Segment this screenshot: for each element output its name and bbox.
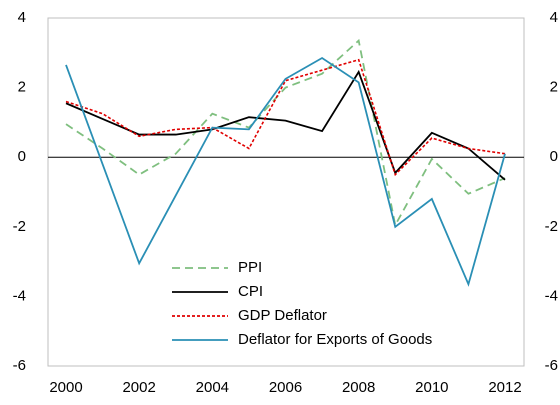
y2-tick-label: -2 <box>545 218 558 235</box>
series-line <box>65 56 506 287</box>
legend-label: GDP Deflator <box>238 307 327 324</box>
legend-label: CPI <box>238 283 263 300</box>
x-tick-label: 2000 <box>49 379 82 396</box>
y2-tick-label: 4 <box>550 9 558 26</box>
y2-tick-label: 2 <box>550 79 558 96</box>
y-tick-label: 0 <box>18 148 26 165</box>
legend-label: Deflator for Exports of Goods <box>238 331 432 348</box>
plot-frame <box>47 17 525 367</box>
x-tick-label: 2008 <box>342 379 375 396</box>
x-tick-label: 2002 <box>122 379 155 396</box>
x-tick-label: 2010 <box>415 379 448 396</box>
series-line <box>65 58 506 177</box>
x-tick-label: 2012 <box>488 379 521 396</box>
y2-tick-label: -4 <box>545 287 558 304</box>
y-tick-label: -4 <box>13 287 26 304</box>
y-tick-label: 2 <box>18 79 26 96</box>
y-tick-label: -6 <box>13 357 26 374</box>
y2-tick-label: -6 <box>545 357 558 374</box>
y-tick-label: 4 <box>18 9 26 26</box>
x-tick-label: 2006 <box>269 379 302 396</box>
legend-label: PPI <box>238 259 262 276</box>
series-line <box>65 69 506 181</box>
y2-tick-label: 0 <box>550 148 558 165</box>
y-tick-label: -2 <box>13 218 26 235</box>
series-line <box>65 38 506 228</box>
x-tick-label: 2004 <box>196 379 229 396</box>
